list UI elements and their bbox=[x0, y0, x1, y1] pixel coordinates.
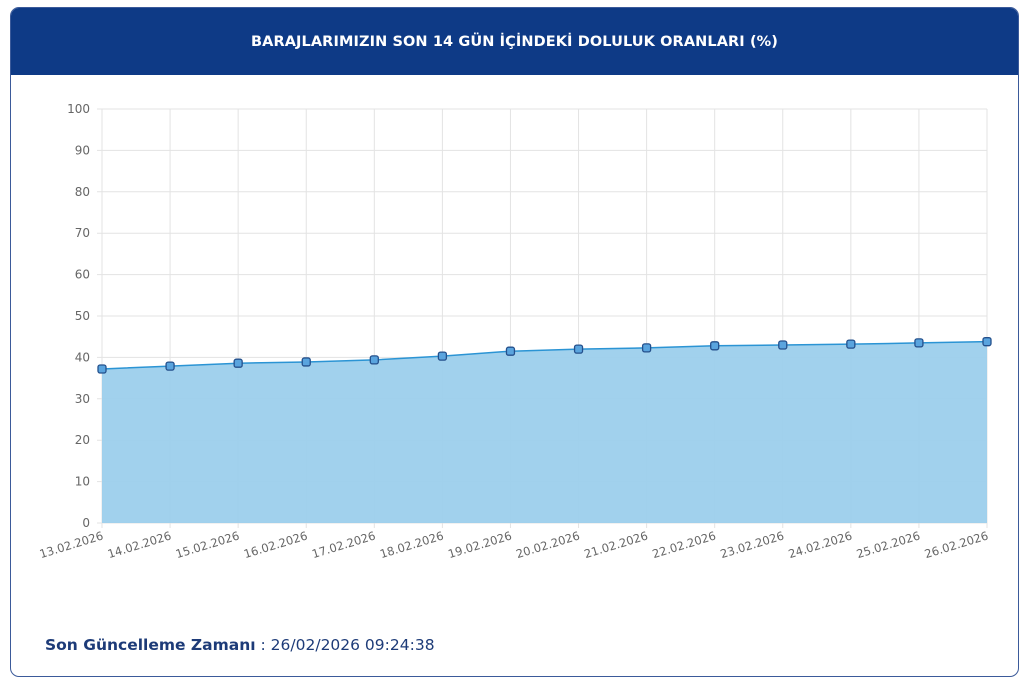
data-point bbox=[437, 351, 448, 361]
x-tick-label: 17.02.2026 bbox=[310, 528, 377, 561]
area-fill bbox=[102, 341, 987, 523]
y-tick-label: 60 bbox=[75, 268, 90, 282]
y-tick-label: 100 bbox=[67, 102, 90, 116]
x-tick-label: 19.02.2026 bbox=[446, 528, 513, 561]
last-updated: Son Güncelleme Zamanı : 26/02/2026 09:24… bbox=[45, 636, 435, 654]
chart-header: BARAJLARIMIZIN SON 14 GÜN İÇİNDEKİ DOLUL… bbox=[11, 8, 1018, 75]
data-point bbox=[97, 364, 107, 374]
data-point bbox=[233, 358, 243, 368]
x-tick-label: 24.02.2026 bbox=[787, 528, 854, 561]
x-tick-label: 22.02.2026 bbox=[650, 528, 717, 561]
y-tick-label: 0 bbox=[82, 516, 90, 530]
y-tick-label: 30 bbox=[75, 392, 90, 406]
x-tick-label: 18.02.2026 bbox=[378, 528, 445, 561]
chart-title: BARAJLARIMIZIN SON 14 GÜN İÇİNDEKİ DOLUL… bbox=[250, 33, 779, 50]
data-point bbox=[982, 337, 992, 347]
y-tick-label: 80 bbox=[75, 185, 90, 199]
last-updated-label: Son Güncelleme Zamanı bbox=[45, 636, 256, 654]
x-tick-label: 14.02.2026 bbox=[106, 528, 173, 561]
x-tick-label: 21.02.2026 bbox=[582, 528, 649, 561]
data-point bbox=[778, 340, 788, 350]
y-tick-label: 10 bbox=[75, 475, 90, 489]
data-point bbox=[914, 338, 924, 348]
x-tick-label: 15.02.2026 bbox=[174, 528, 241, 561]
y-tick-label: 20 bbox=[75, 433, 90, 447]
last-updated-value: 26/02/2026 09:24:38 bbox=[270, 636, 435, 654]
x-tick-label: 20.02.2026 bbox=[514, 528, 581, 561]
series-line bbox=[101, 340, 988, 370]
y-tick-label: 70 bbox=[75, 226, 90, 240]
data-point bbox=[165, 361, 175, 371]
data-point bbox=[369, 355, 379, 365]
x-tick-label: 25.02.2026 bbox=[855, 528, 922, 561]
data-point bbox=[573, 344, 584, 354]
x-tick-label: 26.02.2026 bbox=[923, 528, 990, 561]
y-tick-label: 50 bbox=[75, 309, 90, 323]
x-tick-label: 23.02.2026 bbox=[719, 528, 786, 561]
data-point bbox=[846, 339, 856, 349]
y-tick-label: 90 bbox=[75, 143, 90, 157]
last-updated-separator: : bbox=[255, 636, 271, 654]
x-tick-label: 16.02.2026 bbox=[242, 528, 309, 561]
y-tick-label: 40 bbox=[75, 350, 90, 364]
data-point bbox=[301, 357, 311, 367]
data-point bbox=[641, 343, 652, 353]
x-tick-label: 13.02.2026 bbox=[38, 528, 105, 561]
data-point bbox=[505, 346, 516, 356]
data-point bbox=[710, 341, 720, 351]
